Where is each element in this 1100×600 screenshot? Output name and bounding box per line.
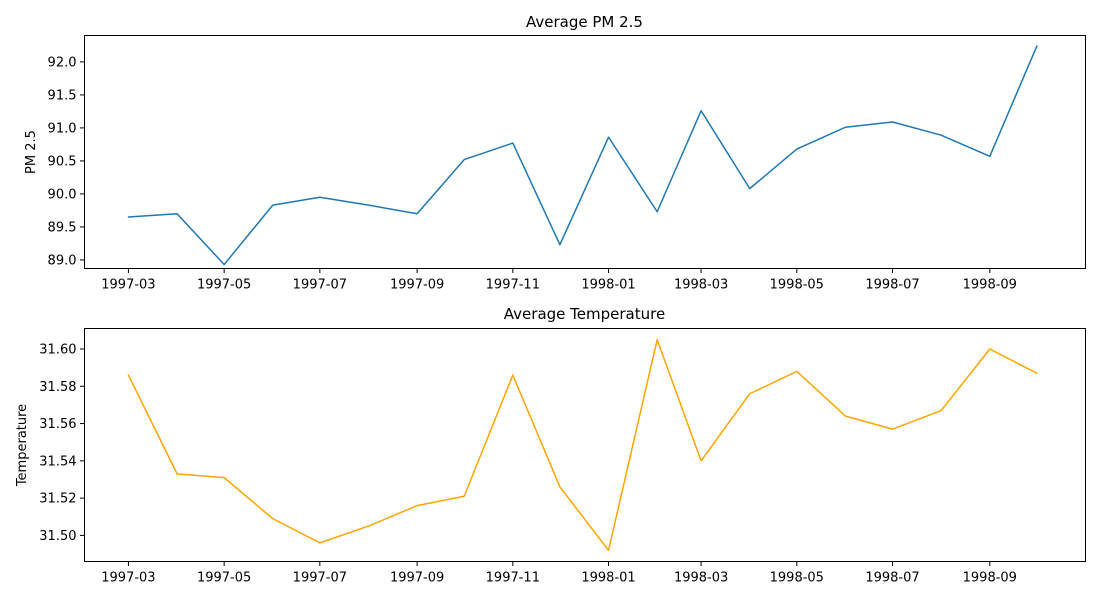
x-tick-label: 1998-09 xyxy=(963,278,1017,293)
data-point xyxy=(558,485,561,488)
chart-marks: 1997-03 1997-05 1997-07 1997-09 1997-11 1998-… xyxy=(48,45,1038,293)
data-point xyxy=(271,517,274,520)
data-point xyxy=(318,196,321,199)
data-point xyxy=(607,136,610,139)
data-point xyxy=(748,187,751,190)
data-point xyxy=(367,204,370,207)
x-tick-label: 1998-07 xyxy=(865,278,919,293)
data-point xyxy=(127,374,130,377)
x-tick-label: 1997-03 xyxy=(101,278,155,293)
data-point xyxy=(511,142,514,145)
y-tick-label: 89.0 xyxy=(48,253,77,268)
x-tick-label: 1997-07 xyxy=(293,278,347,293)
x-tick-label: 1997-05 xyxy=(197,571,251,586)
y-tick-label: 31.60 xyxy=(39,343,76,358)
y-axis-label: Temperature xyxy=(15,404,30,487)
data-point xyxy=(223,476,226,479)
data-point xyxy=(988,348,991,351)
data-point xyxy=(656,338,659,341)
x-tick-label: 1998-05 xyxy=(770,278,824,293)
series-line xyxy=(127,338,1038,552)
data-point xyxy=(700,109,703,112)
y-tick-label: 31.54 xyxy=(39,454,76,469)
y-tick-label: 92.0 xyxy=(48,55,77,70)
data-point xyxy=(844,126,847,129)
chart-pm25: Average PM 2.5 PM 2.5 1997-03 1997-05 1997… xyxy=(24,13,1086,293)
y-tick-label: 90.0 xyxy=(48,187,77,202)
y-tick-label: 89.5 xyxy=(48,220,77,235)
x-tick-label: 1997-07 xyxy=(293,571,347,586)
chart-temperature: Average Temperature Temperature 1997-03 1… xyxy=(15,305,1086,586)
y-tick-label: 90.5 xyxy=(48,154,77,169)
x-tick-label: 1998-03 xyxy=(674,278,728,293)
data-point xyxy=(416,504,419,507)
data-point xyxy=(891,120,894,123)
y-axis-label: PM 2.5 xyxy=(24,130,39,174)
x-tick-label: 1997-09 xyxy=(390,278,444,293)
x-tick-label: 1997-05 xyxy=(197,278,251,293)
chart-marks: 1997-03 1997-05 1997-07 1997-09 1997-11 1998-… xyxy=(39,338,1038,586)
data-point xyxy=(700,459,703,462)
plot-frame xyxy=(84,328,1086,562)
data-point xyxy=(607,549,610,552)
data-point xyxy=(511,374,514,377)
x-tick-label: 1997-11 xyxy=(486,278,540,293)
data-point xyxy=(223,263,226,266)
data-point xyxy=(176,472,179,475)
y-tick-label: 91.0 xyxy=(48,121,77,136)
data-point xyxy=(367,525,370,528)
data-point xyxy=(176,212,179,215)
series-line xyxy=(127,45,1038,266)
data-point xyxy=(318,541,321,544)
plot-frame xyxy=(84,35,1086,269)
x-tick-label: 1998-01 xyxy=(581,278,635,293)
data-point xyxy=(748,392,751,395)
data-point xyxy=(891,428,894,431)
chart-title: Average Temperature xyxy=(504,305,665,323)
y-tick-label: 31.50 xyxy=(39,529,76,544)
data-point xyxy=(416,212,419,215)
x-tick-label: 1997-03 xyxy=(101,571,155,586)
data-point xyxy=(656,210,659,213)
data-point xyxy=(127,216,130,219)
data-point xyxy=(463,495,466,498)
y-tick-label: 31.52 xyxy=(39,492,76,507)
data-point xyxy=(1035,372,1038,375)
data-point xyxy=(463,158,466,161)
x-tick-label: 1997-11 xyxy=(486,571,540,586)
data-point xyxy=(988,155,991,158)
y-tick-label: 31.56 xyxy=(39,417,76,432)
x-tick-label: 1998-03 xyxy=(674,571,728,586)
x-tick-label: 1997-09 xyxy=(390,571,444,586)
x-tick-label: 1998-01 xyxy=(581,571,635,586)
y-tick-label: 31.58 xyxy=(39,380,76,395)
data-point xyxy=(844,415,847,418)
y-tick-label: 91.5 xyxy=(48,88,77,103)
data-point xyxy=(558,243,561,246)
data-point xyxy=(940,409,943,412)
data-point xyxy=(795,370,798,373)
chart-title: Average PM 2.5 xyxy=(526,13,643,31)
x-tick-label: 1998-09 xyxy=(963,571,1017,586)
data-point xyxy=(271,204,274,207)
data-point xyxy=(795,148,798,151)
x-tick-label: 1998-05 xyxy=(770,571,824,586)
data-point xyxy=(940,134,943,137)
x-tick-label: 1998-07 xyxy=(865,571,919,586)
data-point xyxy=(1035,45,1038,48)
